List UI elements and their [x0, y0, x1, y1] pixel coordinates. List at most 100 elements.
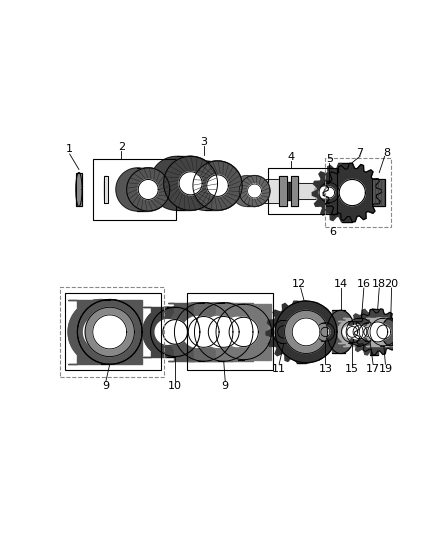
Polygon shape	[138, 180, 158, 199]
Polygon shape	[346, 318, 374, 346]
Bar	[93, 159, 176, 220]
Polygon shape	[364, 327, 373, 336]
Text: 6: 6	[329, 227, 336, 237]
Polygon shape	[143, 308, 200, 357]
Polygon shape	[268, 320, 295, 343]
Polygon shape	[314, 182, 339, 203]
Polygon shape	[342, 163, 352, 222]
Polygon shape	[179, 172, 202, 195]
Polygon shape	[319, 187, 330, 198]
Polygon shape	[68, 300, 142, 364]
Polygon shape	[274, 326, 286, 338]
Polygon shape	[361, 327, 370, 336]
Polygon shape	[168, 303, 233, 361]
Polygon shape	[68, 300, 142, 364]
Polygon shape	[93, 315, 127, 349]
Polygon shape	[207, 175, 228, 196]
Polygon shape	[247, 184, 261, 198]
Polygon shape	[359, 322, 378, 341]
Polygon shape	[276, 301, 337, 363]
Polygon shape	[104, 175, 108, 203]
Text: 15: 15	[345, 364, 359, 374]
Polygon shape	[216, 304, 272, 360]
Polygon shape	[164, 156, 218, 210]
Polygon shape	[339, 180, 365, 206]
Polygon shape	[278, 326, 290, 338]
Bar	[325, 158, 391, 227]
Polygon shape	[268, 320, 291, 343]
Polygon shape	[138, 168, 148, 211]
Polygon shape	[247, 175, 254, 206]
Polygon shape	[371, 179, 385, 206]
Polygon shape	[298, 183, 321, 199]
Polygon shape	[194, 175, 216, 196]
Polygon shape	[168, 303, 233, 361]
Polygon shape	[93, 315, 127, 349]
Text: 7: 7	[357, 148, 364, 158]
Polygon shape	[180, 161, 230, 210]
Polygon shape	[321, 327, 330, 336]
Polygon shape	[84, 315, 117, 349]
Polygon shape	[272, 320, 295, 343]
Text: 19: 19	[378, 364, 392, 374]
Polygon shape	[314, 182, 339, 203]
Polygon shape	[177, 156, 191, 210]
Text: 9: 9	[102, 381, 110, 391]
Bar	[187, 294, 273, 370]
Polygon shape	[366, 318, 394, 346]
Text: 14: 14	[334, 279, 348, 289]
Polygon shape	[285, 310, 328, 353]
Polygon shape	[370, 318, 398, 346]
Polygon shape	[151, 308, 200, 357]
Polygon shape	[163, 320, 187, 344]
Polygon shape	[68, 300, 133, 364]
Polygon shape	[188, 303, 247, 361]
Polygon shape	[103, 175, 108, 203]
Polygon shape	[381, 318, 400, 346]
Polygon shape	[262, 179, 283, 203]
Polygon shape	[338, 321, 363, 343]
Polygon shape	[188, 303, 253, 361]
Polygon shape	[240, 184, 254, 198]
Polygon shape	[356, 322, 374, 341]
Polygon shape	[127, 180, 148, 199]
Polygon shape	[327, 310, 355, 353]
Text: 1: 1	[66, 144, 73, 155]
Polygon shape	[314, 182, 335, 203]
Text: 2: 2	[118, 142, 125, 152]
Polygon shape	[231, 175, 262, 206]
Polygon shape	[194, 303, 253, 361]
Polygon shape	[342, 321, 363, 343]
Text: 3: 3	[200, 137, 207, 147]
Polygon shape	[247, 184, 261, 198]
Polygon shape	[324, 187, 335, 198]
Polygon shape	[332, 310, 346, 353]
Polygon shape	[297, 301, 306, 363]
Polygon shape	[312, 322, 335, 341]
Polygon shape	[353, 325, 367, 339]
Polygon shape	[127, 168, 170, 211]
Polygon shape	[165, 172, 188, 195]
Text: 17: 17	[366, 364, 380, 374]
Polygon shape	[370, 309, 378, 355]
Polygon shape	[127, 168, 170, 211]
Polygon shape	[366, 318, 398, 346]
Polygon shape	[230, 182, 247, 194]
Text: 5: 5	[326, 154, 333, 164]
Polygon shape	[239, 175, 270, 206]
Text: 9: 9	[222, 381, 229, 391]
Polygon shape	[366, 318, 398, 346]
Text: 8: 8	[383, 148, 391, 158]
Polygon shape	[164, 156, 218, 210]
Polygon shape	[338, 321, 359, 343]
Polygon shape	[279, 175, 287, 206]
Polygon shape	[356, 322, 378, 341]
Polygon shape	[292, 318, 320, 346]
Bar	[60, 287, 164, 377]
Polygon shape	[210, 304, 265, 360]
Text: 4: 4	[287, 152, 294, 162]
Polygon shape	[182, 317, 213, 348]
Polygon shape	[210, 304, 272, 360]
Text: 20: 20	[385, 279, 399, 289]
Polygon shape	[168, 303, 227, 361]
